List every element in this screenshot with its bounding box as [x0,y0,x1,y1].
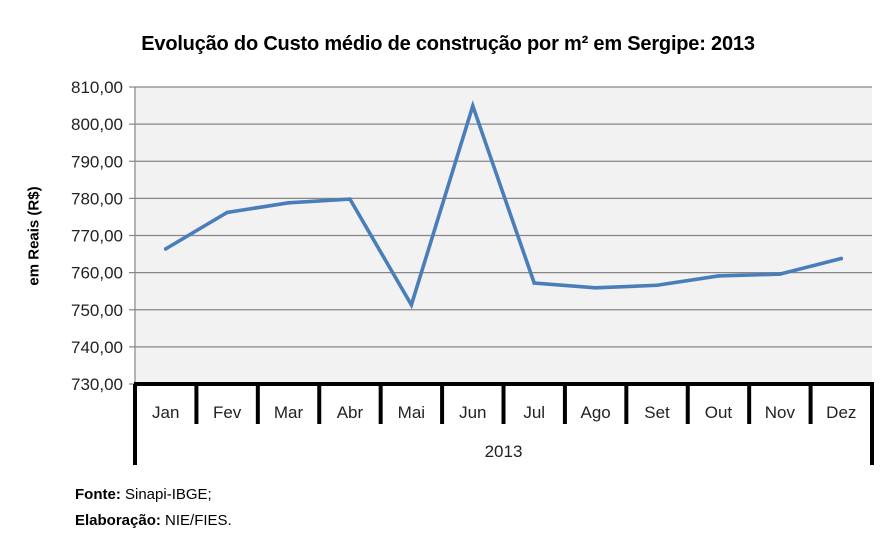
x-tick-label: Abr [337,403,364,422]
y-tick-label: 760,00 [71,264,123,283]
credit-value: NIE/FIES. [165,512,232,529]
y-tick-label: 810,00 [71,78,123,97]
data-point-fev [225,210,229,215]
data-point-jul [532,281,537,285]
chart-title: Evolução do Custo médio de construção po… [141,33,755,55]
x-tick-label: Set [644,403,670,422]
x-tick-label: Ago [581,403,611,422]
x-tick-label: Mai [398,403,425,422]
x-tick-label: Jan [152,403,179,422]
data-point-set [655,283,659,288]
data-point-nov [778,272,782,276]
x-tick-label: Mar [274,403,304,422]
y-tick-label: 740,00 [71,338,123,357]
y-tick-label: 750,00 [71,301,123,320]
data-point-mai [409,303,414,307]
data-point-out [716,274,721,278]
data-point-jan [163,247,168,251]
series-group [163,100,844,310]
y-tick-label: 800,00 [71,115,123,134]
y-tick-label: 770,00 [71,227,123,246]
credit-label: Elaboração: [75,512,161,529]
source-note: Fonte: Sinapi-IBGE; [75,486,212,503]
y-tick-label: 790,00 [71,152,123,171]
x-axis: Jan Fev Mar Abr Mai Jun Jul Ago Set Out Nov Dez 2013 [133,382,874,465]
y-axis-ticks: 730,00 740,00 750,00 760,00 770,00 780,00 790,… [71,78,136,394]
data-point-dez [839,256,844,261]
x-tick-label: Out [705,403,733,422]
x-group-label: 2013 [485,442,523,461]
data-point-mar [286,201,291,205]
source-label: Fonte: [75,486,121,503]
data-point-ago [593,286,598,290]
data-point-abr [348,197,352,201]
y-tick-label: 780,00 [71,189,123,208]
credit-note: Elaboração: NIE/FIES. [75,512,232,529]
y-tick-label: 730,00 [71,375,123,394]
source-value: Sinapi-IBGE; [125,486,212,503]
x-tick-label: Fev [213,403,242,422]
x-tick-label: Jun [459,403,486,422]
series-line [163,100,844,310]
gridlines [135,86,872,348]
data-point-jun [470,104,475,108]
x-tick-label: Nov [765,403,796,422]
x-tick-label: Dez [826,403,856,422]
x-tick-label: Jul [523,403,545,422]
